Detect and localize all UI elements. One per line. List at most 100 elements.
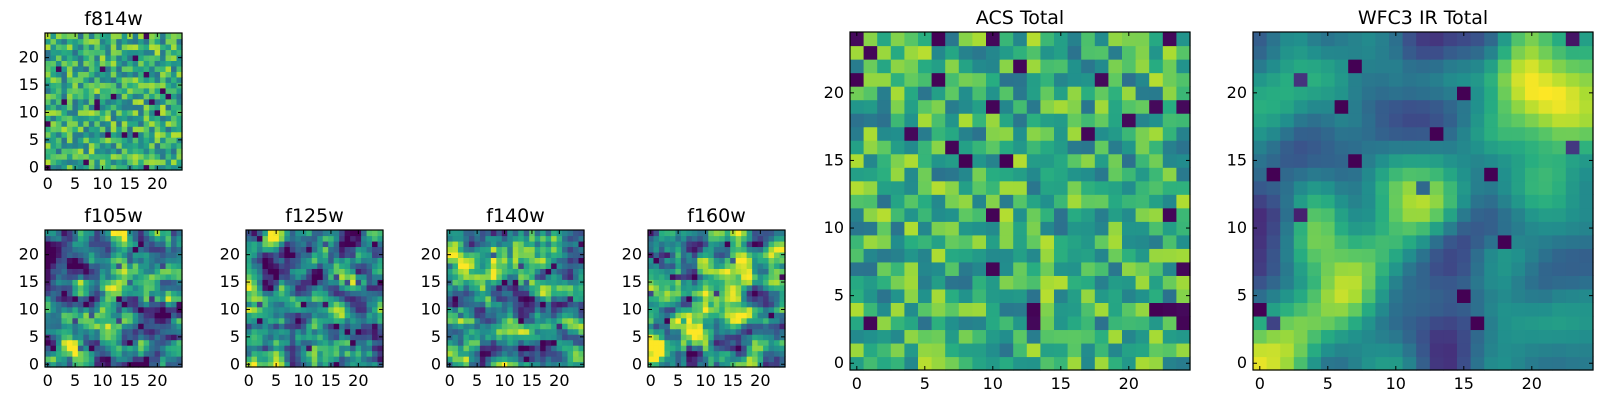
heatmap-cell <box>1429 356 1444 371</box>
heatmap-cell <box>1054 180 1069 195</box>
heatmap-cell <box>573 345 580 352</box>
heatmap-cell <box>66 273 73 280</box>
heatmap-cell <box>110 115 117 122</box>
heatmap-cell <box>1538 221 1553 236</box>
heatmap-cell <box>556 306 563 313</box>
heatmap-cell <box>149 262 156 269</box>
heatmap-cell <box>1108 180 1123 195</box>
heatmap-cell <box>904 99 919 114</box>
heatmap-cell <box>1443 113 1458 128</box>
heatmap-cell <box>132 361 139 368</box>
heatmap-cell <box>658 235 666 242</box>
heatmap-cell <box>1552 248 1567 263</box>
heatmap-cell <box>132 142 139 149</box>
heatmap-cell <box>452 246 459 253</box>
heatmap-cell <box>512 328 519 335</box>
heatmap-cell <box>377 312 384 319</box>
heatmap-cell <box>1402 86 1417 101</box>
heatmap-cell <box>686 312 693 319</box>
heatmap-cell <box>306 345 313 352</box>
heatmap-cell <box>171 76 178 83</box>
heatmap-cell <box>1054 32 1069 47</box>
heatmap-cell <box>713 312 720 319</box>
heatmap-cell <box>863 329 878 344</box>
heatmap-cell <box>99 142 106 149</box>
heatmap-cell <box>322 323 329 330</box>
heatmap-cell <box>468 257 475 264</box>
heatmap-cell <box>463 251 470 258</box>
heatmap-cell <box>328 240 335 248</box>
heatmap-cell <box>702 312 709 319</box>
heatmap-cell <box>289 235 296 242</box>
heatmap-cell <box>1579 113 1594 128</box>
heatmap-cell <box>562 306 569 313</box>
heatmap-cell <box>295 345 302 352</box>
heatmap-cell <box>1416 126 1431 141</box>
heatmap-cell <box>708 279 715 286</box>
heatmap-cell <box>1538 275 1553 290</box>
heatmap-cell <box>534 284 541 291</box>
heatmap-cell <box>171 312 178 319</box>
heatmap-cell <box>273 317 280 324</box>
heatmap-cell <box>496 350 503 357</box>
heatmap-cell <box>317 361 324 368</box>
heatmap-cell <box>972 261 987 276</box>
heatmap-cell <box>105 87 112 94</box>
heatmap-cell <box>863 288 878 303</box>
heatmap-cell <box>132 93 139 100</box>
heatmap-cell <box>1538 167 1553 182</box>
heatmap-cell <box>1525 275 1540 290</box>
heatmap-cell <box>1497 167 1512 182</box>
heatmap-cell <box>972 180 987 195</box>
heatmap-cell <box>105 142 112 149</box>
heatmap-cell <box>890 32 905 47</box>
heatmap-cell <box>138 306 145 313</box>
heatmap-cell <box>121 356 128 363</box>
heatmap-cell <box>877 261 892 276</box>
heatmap-cell <box>741 235 748 242</box>
heatmap-cell <box>1149 140 1164 155</box>
heatmap-cell <box>518 290 525 297</box>
heatmap-cell <box>719 279 726 286</box>
heatmap-cell <box>143 109 150 116</box>
heatmap-cell <box>138 284 145 291</box>
heatmap-cell <box>350 251 357 258</box>
heatmap-cell <box>719 284 726 291</box>
heatmap-cell <box>1552 329 1567 344</box>
heatmap-cell <box>1122 167 1137 182</box>
heatmap-cell <box>1457 45 1472 60</box>
heatmap-cell <box>1307 113 1322 128</box>
heatmap-cell <box>702 317 709 324</box>
heatmap-cell <box>160 60 167 67</box>
heatmap-cell <box>1266 234 1281 249</box>
heatmap-cell <box>344 240 351 248</box>
heatmap-cell <box>127 284 134 291</box>
heatmap-cell <box>322 295 329 302</box>
heatmap-cell <box>890 126 905 141</box>
heatmap-cell <box>143 284 150 291</box>
heatmap-cell <box>534 356 541 363</box>
heatmap-cell <box>675 350 682 357</box>
heatmap-cell <box>1361 342 1376 358</box>
heatmap-cell <box>149 54 156 61</box>
heatmap-cell <box>1280 99 1295 114</box>
heatmap-cell <box>105 251 112 258</box>
heatmap-cell <box>479 257 486 264</box>
heatmap-cell <box>273 246 280 253</box>
heatmap-cell <box>713 295 720 302</box>
heatmap-cell <box>447 356 454 363</box>
heatmap-cell <box>945 275 960 290</box>
heatmap-cell <box>176 131 183 138</box>
heatmap-cell <box>713 317 720 324</box>
heatmap-cell <box>138 87 145 94</box>
heatmap-cell <box>295 328 302 335</box>
heatmap-cell <box>278 240 285 248</box>
heatmap-cell <box>1389 261 1404 276</box>
heatmap-cell <box>702 268 709 275</box>
heatmap-cell <box>372 251 379 258</box>
heatmap-cell <box>523 301 530 308</box>
heatmap-cell <box>534 279 541 286</box>
heatmap-cell <box>94 339 101 346</box>
heatmap-cell <box>77 257 84 264</box>
heatmap-cell <box>105 159 112 166</box>
